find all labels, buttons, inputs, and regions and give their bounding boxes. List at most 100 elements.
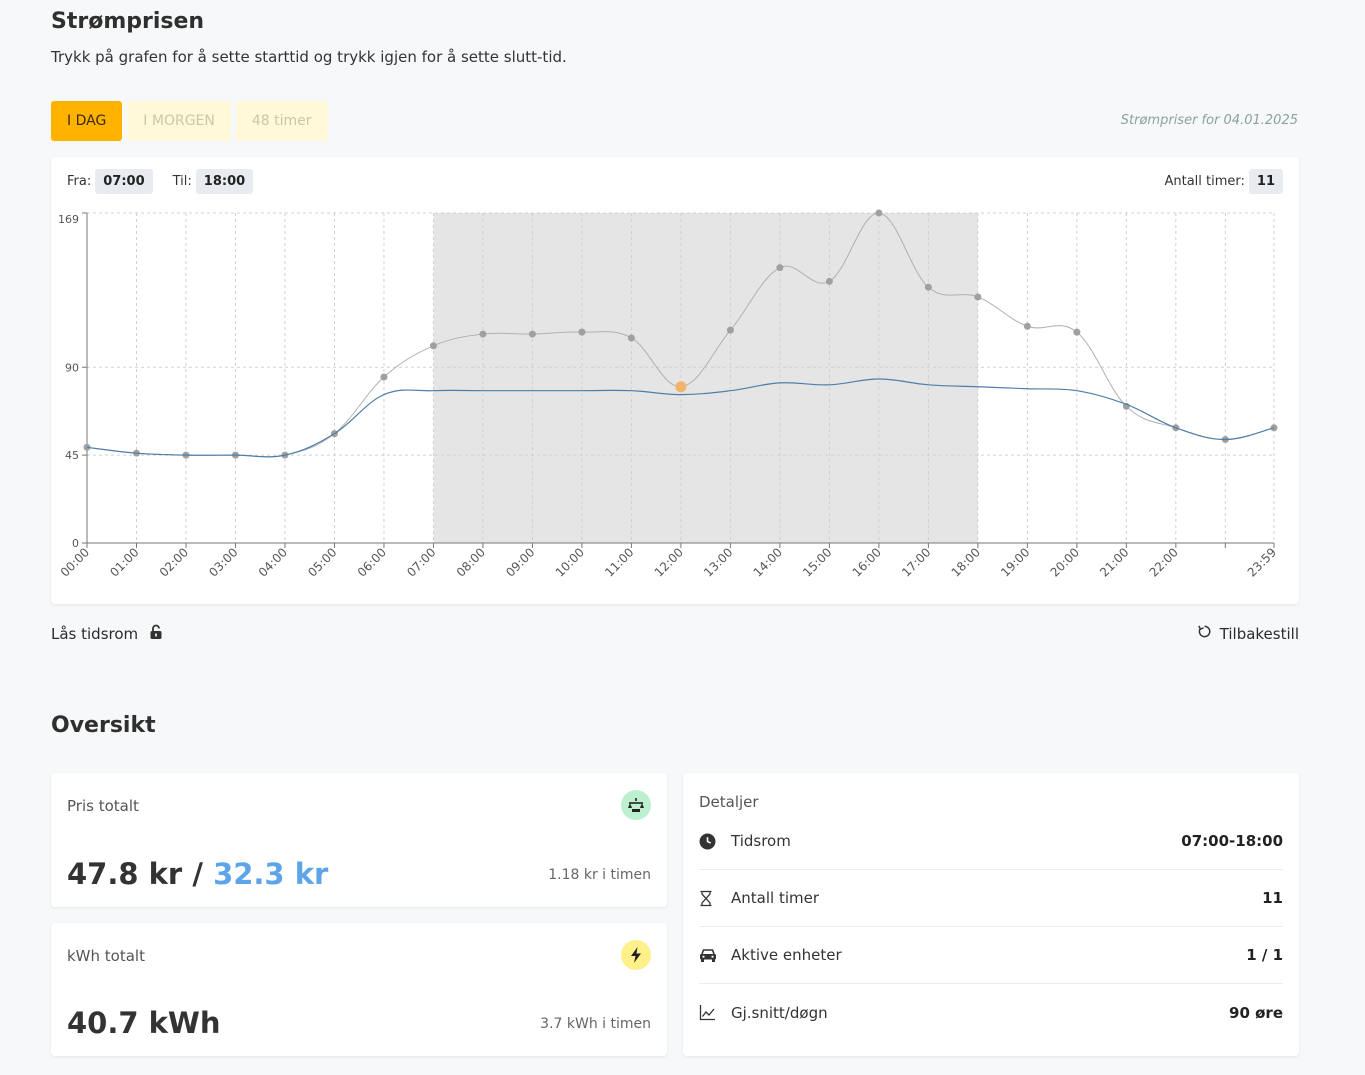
from-label: Fra:	[67, 174, 92, 189]
from-time-badge: 07:00	[95, 169, 153, 194]
detail-value: 90 øre	[1229, 1003, 1283, 1022]
detail-value: 07:00-18:00	[1181, 832, 1283, 850]
lock-label: Lås tidsrom	[51, 625, 139, 643]
x-tick-label: 06:00	[355, 545, 389, 579]
reset-label: Tilbakestill	[1219, 624, 1299, 643]
tab-tomorrow[interactable]: I MORGEN	[127, 101, 231, 141]
data-point	[974, 293, 982, 301]
price-total-label: Pris totalt	[67, 797, 139, 815]
data-point	[627, 334, 635, 342]
price-total-main: 47.8 kr	[67, 857, 183, 891]
price-chart[interactable]: 0 45 90 169 00:00 01:00 02:00 03:00 04:00 05:00 06…	[51, 157, 1299, 604]
x-tick-label: 21:00	[1097, 545, 1131, 579]
kwh-total-value: 40.7 kWh	[67, 1006, 221, 1040]
x-tick-label: 18:00	[949, 545, 983, 579]
y-tick-label: 0	[72, 537, 79, 550]
x-tick-label: 10:00	[553, 545, 587, 579]
x-tick-label: 17:00	[899, 545, 933, 579]
detail-value: 1 / 1	[1246, 946, 1283, 964]
price-total-value: 47.8 kr / 32.3 kr	[67, 857, 328, 891]
tab-today[interactable]: I DAG	[51, 101, 123, 141]
details-title: Detaljer	[699, 793, 759, 811]
selection-band	[433, 213, 978, 543]
chart-line-icon	[699, 1004, 731, 1021]
data-point	[924, 283, 932, 291]
x-tick-label: 22:00	[1147, 545, 1181, 579]
page-subtitle: Trykk på grafen for å sette starttid og …	[51, 48, 567, 66]
detail-row-hours: Antall timer 11	[699, 870, 1283, 927]
series-line-1	[86, 378, 1275, 458]
hours-count: Antall timer: 11	[1164, 169, 1283, 194]
to-label: Til:	[172, 174, 192, 189]
kwh-total-card: kWh totalt 40.7 kWh 3.7 kWh i timen	[51, 923, 667, 1056]
detail-label: Antall timer	[731, 889, 820, 907]
x-tick-label: 05:00	[305, 545, 339, 579]
x-tick-label: 19:00	[998, 545, 1032, 579]
x-tick-label: 15:00	[800, 545, 834, 579]
details-card: Detaljer Tidsrom 07:00-18:00 Antall time…	[683, 773, 1299, 1056]
y-tick-label: 169	[58, 213, 79, 226]
money-icon	[621, 790, 651, 820]
hourglass-icon	[699, 890, 731, 907]
reset-icon	[1197, 624, 1212, 643]
price-date-note: Strømpriser for 04.01.2025	[1120, 113, 1298, 128]
data-point	[380, 373, 388, 381]
x-tick-label: 00:00	[58, 545, 92, 579]
x-tick-label: 23:59	[1245, 545, 1279, 579]
hours-label: Antall timer:	[1164, 174, 1245, 189]
lightning-icon	[621, 940, 651, 970]
data-point	[825, 277, 833, 285]
to-time-badge: 18:00	[195, 169, 254, 194]
x-tick-label: 01:00	[107, 545, 141, 579]
x-tick-label: 16:00	[850, 545, 884, 579]
tab-48-hours[interactable]: 48 timer	[235, 101, 328, 141]
data-point	[479, 330, 487, 338]
lock-time-range[interactable]: Lås tidsrom	[51, 624, 164, 644]
x-tick-label: 14:00	[751, 545, 785, 579]
unlock-icon[interactable]	[148, 624, 164, 644]
price-per-hour: 1.18 kr i timen	[548, 867, 651, 883]
range-selector: Fra: 07:00 Til: 18:00	[67, 169, 254, 194]
day-tabs: I DAG I MORGEN 48 timer	[51, 101, 328, 141]
detail-row-average: Gj.snitt/døgn 90 øre	[699, 984, 1283, 1041]
detail-label: Gj.snitt/døgn	[731, 1003, 828, 1022]
detail-row-time-range: Tidsrom 07:00-18:00	[699, 813, 1283, 870]
kwh-total-label: kWh totalt	[67, 947, 145, 965]
hours-badge: 11	[1248, 169, 1283, 194]
x-tick-label: 11:00	[602, 545, 636, 579]
detail-value: 11	[1262, 889, 1283, 907]
x-tick-label: 07:00	[404, 545, 438, 579]
data-point	[528, 330, 536, 338]
x-tick-label: 02:00	[157, 545, 191, 579]
page-title: Strømprisen	[51, 9, 205, 34]
detail-label: Aktive enheter	[731, 946, 842, 964]
price-total-alt: 32.3 kr	[213, 857, 329, 891]
price-separator: /	[192, 857, 203, 891]
x-tick-label: 13:00	[701, 545, 735, 579]
data-point	[1023, 322, 1031, 330]
x-tick-label: 08:00	[454, 545, 488, 579]
reset-button[interactable]: Tilbakestill	[1197, 624, 1299, 643]
detail-label: Tidsrom	[731, 832, 791, 850]
y-tick-label: 45	[65, 449, 79, 462]
data-point	[578, 328, 586, 336]
overview-title: Oversikt	[51, 713, 156, 738]
x-tick-label: 03:00	[206, 545, 240, 579]
data-point	[726, 326, 734, 334]
price-total-card: Pris totalt 47.8 kr / 32.3 kr 1.18 kr i …	[51, 773, 667, 907]
car-icon	[699, 948, 731, 963]
y-tick-label: 90	[65, 361, 79, 374]
data-point	[875, 209, 883, 217]
data-point	[429, 342, 437, 350]
x-tick-label: 04:00	[256, 545, 290, 579]
price-chart-card: Fra: 07:00 Til: 18:00 Antall timer: 11 0…	[51, 157, 1299, 604]
highlighted-point	[675, 381, 687, 393]
data-point	[1073, 328, 1081, 336]
data-point	[776, 264, 784, 272]
clock-icon	[699, 833, 731, 850]
x-tick-label: 09:00	[503, 545, 537, 579]
kwh-per-hour: 3.7 kWh i timen	[540, 1016, 651, 1032]
x-tick-label: 20:00	[1048, 545, 1082, 579]
x-tick-label: 12:00	[652, 545, 686, 579]
detail-row-devices: Aktive enheter 1 / 1	[699, 927, 1283, 984]
